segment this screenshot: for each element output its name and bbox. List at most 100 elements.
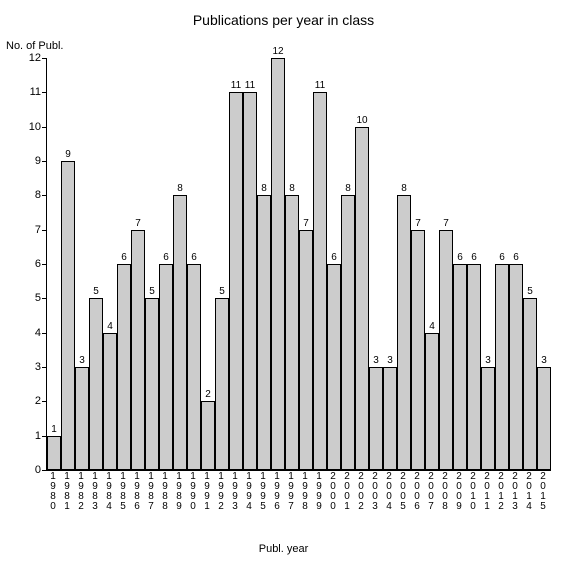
- bar: [229, 92, 243, 470]
- x-tick-label: 2009: [454, 472, 464, 512]
- y-tick-label: 1: [35, 430, 41, 442]
- x-tick-label: 1999: [314, 472, 324, 512]
- x-tick-label: 1985: [118, 472, 128, 512]
- bar-value-label: 3: [387, 355, 393, 366]
- x-tick-label: 1996: [272, 472, 282, 512]
- bar: [257, 195, 271, 470]
- x-tick-label: 2007: [426, 472, 436, 512]
- bar: [271, 58, 285, 470]
- bar: [481, 367, 495, 470]
- bar-value-label: 11: [315, 80, 325, 91]
- bar-value-label: 8: [177, 183, 183, 194]
- bar-value-label: 7: [443, 218, 449, 229]
- bar-value-label: 3: [485, 355, 491, 366]
- y-tick-mark: [42, 401, 46, 402]
- bar: [187, 264, 201, 470]
- bar: [425, 333, 439, 470]
- x-tick-label: 2010: [468, 472, 478, 512]
- bar-value-label: 6: [513, 252, 519, 263]
- x-tick-label: 2002: [356, 472, 366, 512]
- bar: [509, 264, 523, 470]
- x-tick-label: 1994: [244, 472, 254, 512]
- bar-value-label: 3: [541, 355, 547, 366]
- bar: [89, 298, 103, 470]
- bar: [131, 230, 145, 470]
- bar-value-label: 6: [163, 252, 169, 263]
- x-tick-label: 1986: [132, 472, 142, 512]
- bar-value-label: 11: [231, 80, 241, 91]
- y-tick-mark: [42, 298, 46, 299]
- bar-value-label: 7: [303, 218, 309, 229]
- y-tick-label: 10: [29, 121, 41, 133]
- bar-value-label: 9: [65, 149, 71, 160]
- bar: [47, 436, 61, 470]
- bar-value-label: 6: [471, 252, 477, 263]
- y-tick-mark: [42, 436, 46, 437]
- y-tick-mark: [42, 127, 46, 128]
- y-tick-label: 2: [35, 395, 41, 407]
- bar: [61, 161, 75, 470]
- bar-value-label: 5: [219, 286, 225, 297]
- y-tick-label: 3: [35, 361, 41, 373]
- y-tick-label: 5: [35, 292, 41, 304]
- bar: [439, 230, 453, 470]
- y-tick-label: 9: [35, 155, 41, 167]
- x-tick-label: 1989: [174, 472, 184, 512]
- bar: [103, 333, 117, 470]
- x-tick-label: 1995: [258, 472, 268, 512]
- bar-value-label: 12: [272, 46, 283, 57]
- bar-value-label: 5: [527, 286, 533, 297]
- x-tick-label: 1991: [202, 472, 212, 512]
- x-tick-label: 2006: [412, 472, 422, 512]
- bar-value-label: 7: [135, 218, 141, 229]
- y-tick-mark: [42, 264, 46, 265]
- bar: [383, 367, 397, 470]
- x-tick-label: 1992: [216, 472, 226, 512]
- bar: [341, 195, 355, 470]
- bar: [215, 298, 229, 470]
- y-tick-label: 12: [29, 52, 41, 64]
- y-tick-mark: [42, 58, 46, 59]
- bar: [173, 195, 187, 470]
- bar-value-label: 4: [107, 321, 113, 332]
- bar-value-label: 10: [356, 115, 367, 126]
- plot-area: 1935467568625111181287116810338747663665…: [46, 58, 551, 471]
- bar-value-label: 5: [149, 286, 155, 297]
- bar: [355, 127, 369, 470]
- x-tick-label: 2005: [398, 472, 408, 512]
- bar: [201, 401, 215, 470]
- bar-value-label: 6: [457, 252, 463, 263]
- x-tick-label: 2012: [496, 472, 506, 512]
- bar: [495, 264, 509, 470]
- y-tick-mark: [42, 195, 46, 196]
- y-tick-mark: [42, 161, 46, 162]
- x-tick-label: 2014: [524, 472, 534, 512]
- y-tick-mark: [42, 333, 46, 334]
- bar: [117, 264, 131, 470]
- x-tick-label: 1990: [188, 472, 198, 512]
- bar: [453, 264, 467, 470]
- x-tick-label: 1983: [90, 472, 100, 512]
- x-tick-label: 1981: [62, 472, 72, 512]
- bar-value-label: 6: [499, 252, 505, 263]
- bar-value-label: 8: [261, 183, 267, 194]
- x-tick-label: 1980: [48, 472, 58, 512]
- chart-container: Publications per year in class No. of Pu…: [0, 0, 567, 567]
- bar: [145, 298, 159, 470]
- bar: [369, 367, 383, 470]
- bar-value-label: 4: [429, 321, 435, 332]
- x-tick-label: 1998: [300, 472, 310, 512]
- bar-value-label: 8: [345, 183, 351, 194]
- x-tick-label: 2001: [342, 472, 352, 512]
- y-tick-label: 6: [35, 258, 41, 270]
- bar: [243, 92, 257, 470]
- bar-value-label: 2: [205, 389, 211, 400]
- x-tick-label: 2015: [538, 472, 548, 512]
- bar: [159, 264, 173, 470]
- bar-value-label: 6: [191, 252, 197, 263]
- bar: [397, 195, 411, 470]
- bar: [75, 367, 89, 470]
- x-tick-label: 2008: [440, 472, 450, 512]
- x-tick-label: 1997: [286, 472, 296, 512]
- chart-title: Publications per year in class: [0, 12, 567, 28]
